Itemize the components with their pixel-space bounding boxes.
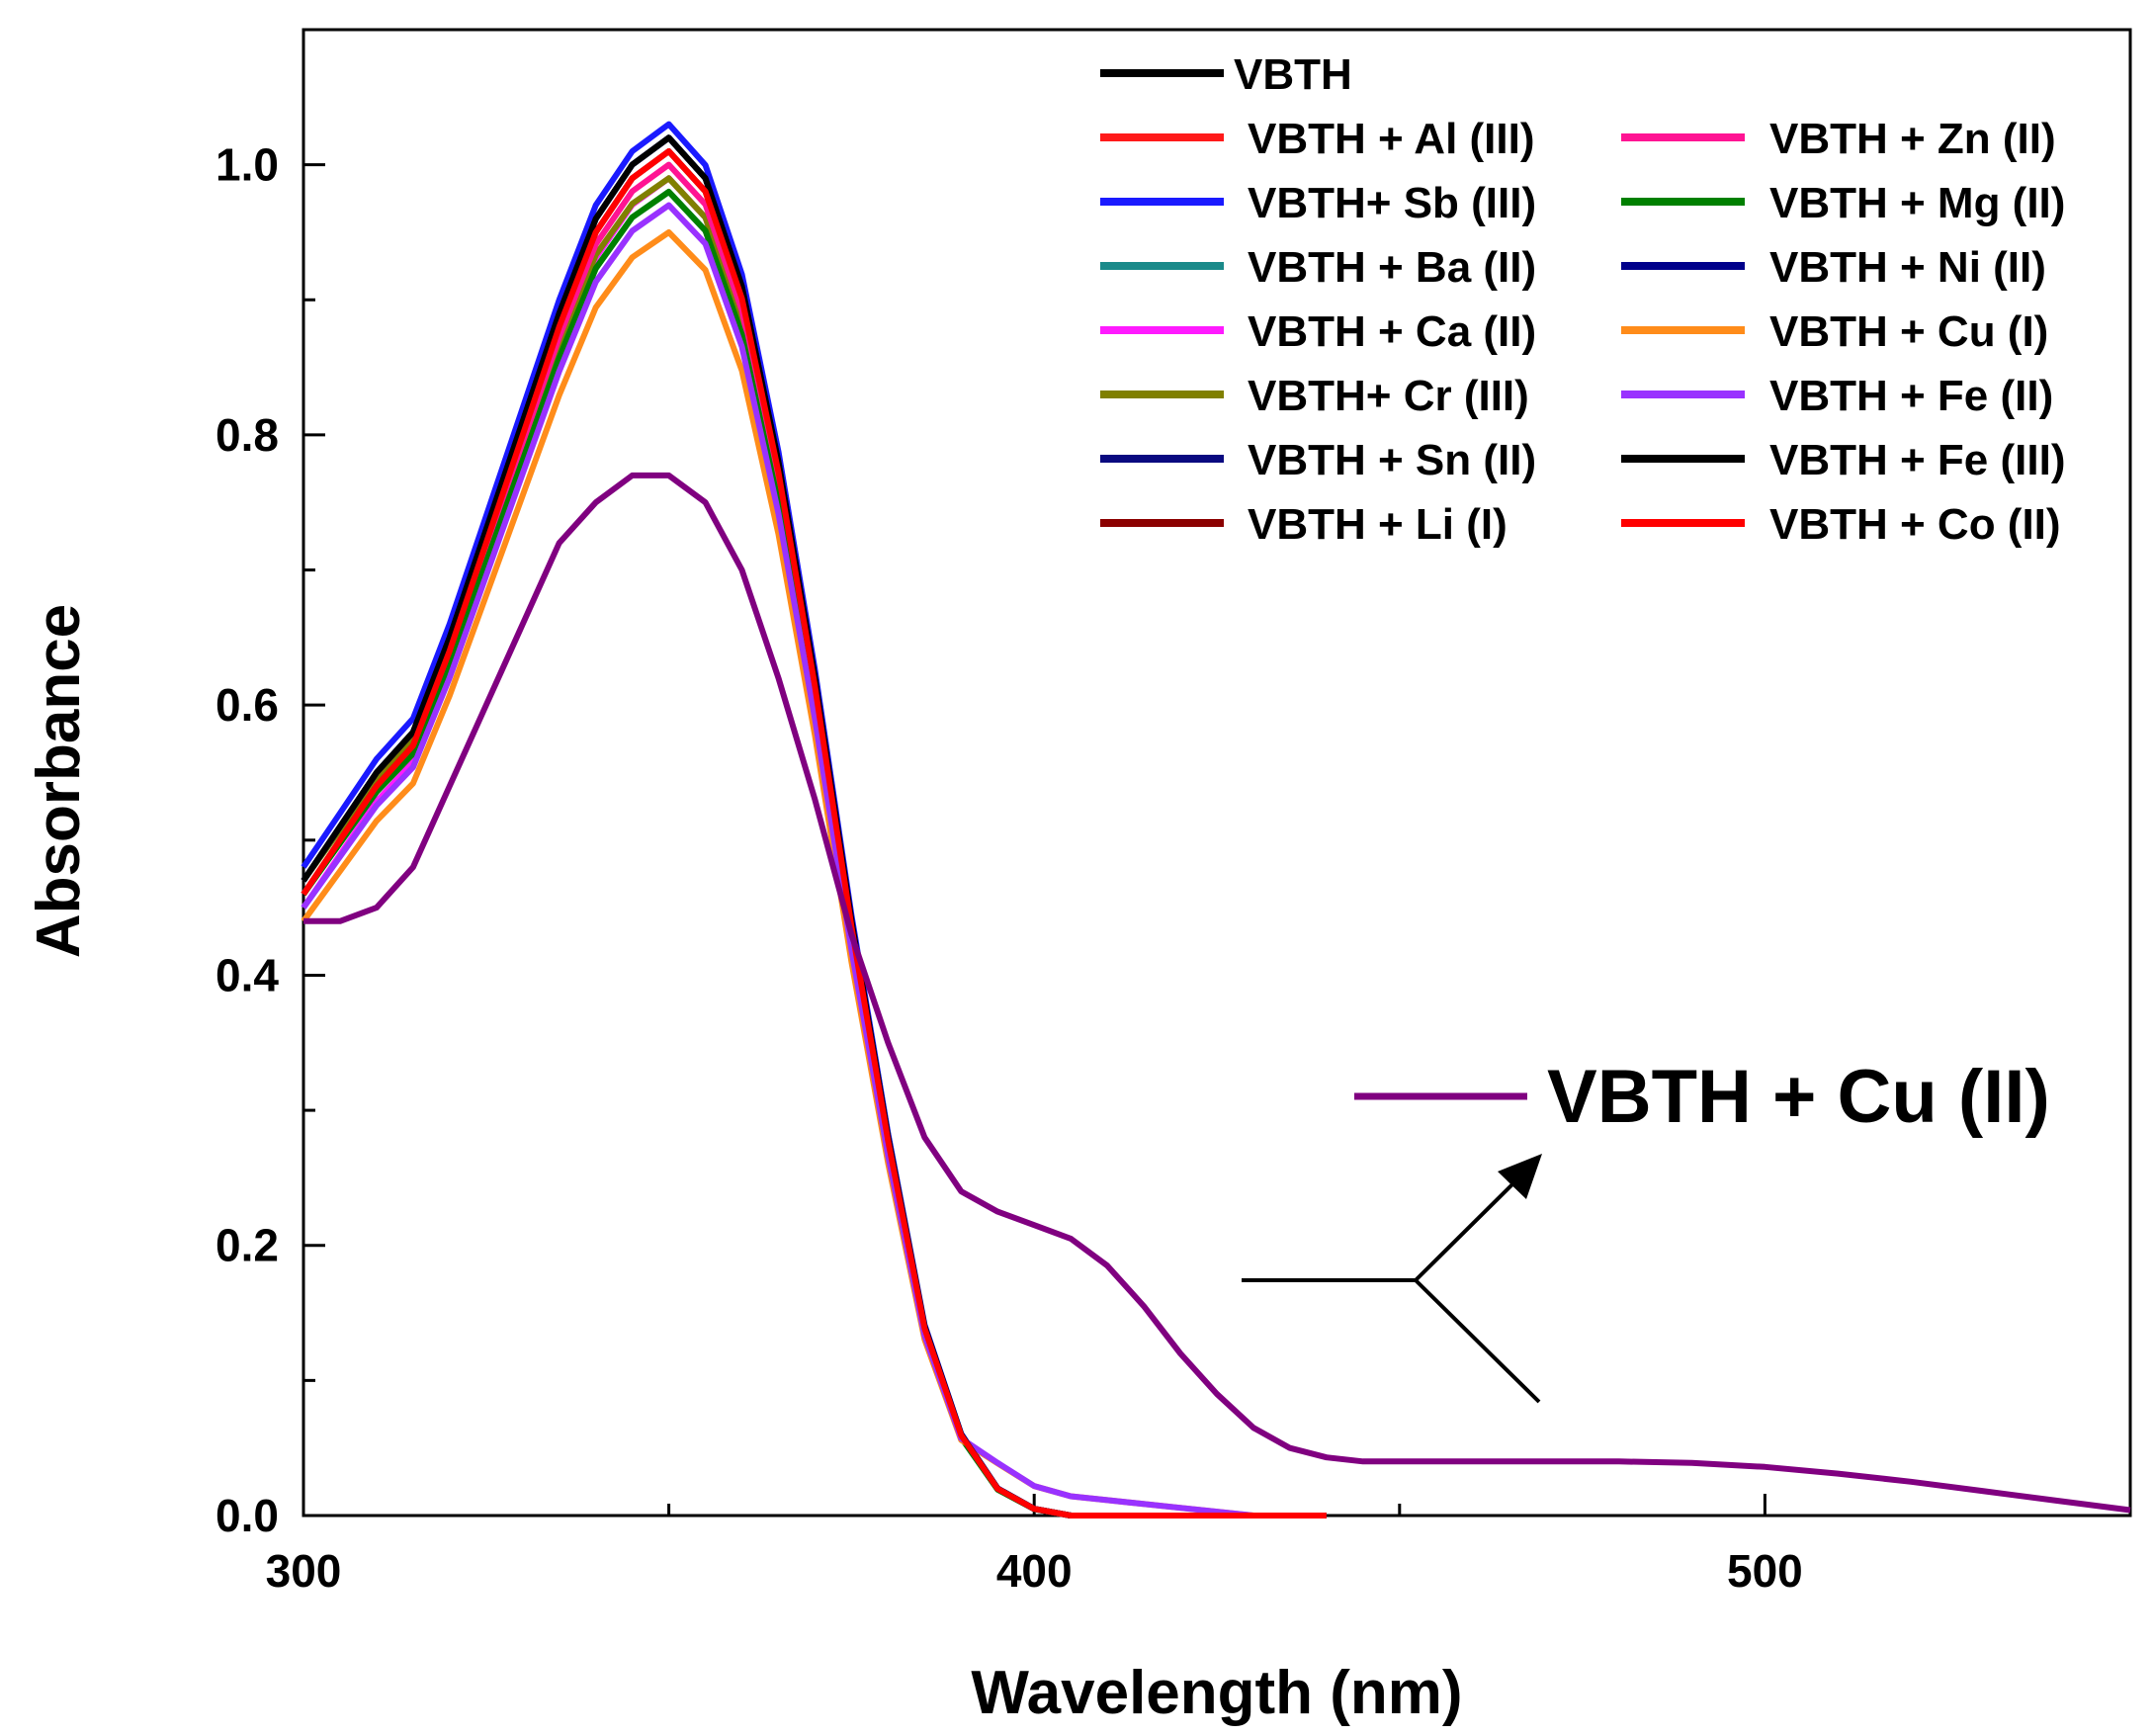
series-line-14: [301, 148, 1327, 1519]
axis-tick-labels: 300 400 500 0.0 0.2 0.4 0.6 0.8 1.0: [215, 139, 1803, 1597]
y-tick-label: 0.6: [215, 679, 279, 731]
legend-entry: VBTH + Li (I): [1248, 500, 1508, 549]
series-line-11: [301, 229, 1327, 1519]
y-axis-title: Absorbance: [25, 604, 93, 958]
y-tick-label: 0.0: [215, 1490, 279, 1541]
callout-branch-down: [1414, 1278, 1541, 1404]
callout-arrow-head: [1498, 1154, 1542, 1199]
legend-entry: VBTH + Cu (I): [1769, 307, 2048, 356]
callout-arrow-shaft: [1414, 1176, 1520, 1282]
legend-entry: VBTH + Ni (II): [1769, 243, 2046, 292]
series-line-7: [301, 148, 1327, 1519]
series-line-4: [301, 175, 1327, 1519]
legend-entry: VBTH + Ba (II): [1248, 243, 1536, 292]
legend-entry: VBTH + Zn (II): [1769, 115, 2056, 163]
x-axis-title: Wavelength (nm): [971, 1659, 1462, 1727]
y-tick-label: 1.0: [215, 139, 279, 191]
legend-entry: VBTH + Fe (III): [1769, 436, 2065, 484]
annotation-callout: VBTH + Cu (II): [1242, 1055, 2050, 1404]
series-line-10: [301, 134, 1327, 1519]
axis-ticks: [302, 28, 1766, 1518]
legend-entry: VBTH+ Cr (III): [1248, 372, 1529, 420]
x-tick-label: 400: [996, 1545, 1073, 1597]
callout-label: VBTH + Cu (II): [1547, 1055, 2050, 1139]
x-tick-label: 500: [1727, 1545, 1803, 1597]
y-tick-label: 0.2: [215, 1220, 279, 1271]
legend-entry: VBTH + Ca (II): [1248, 307, 1536, 356]
series-line-6: [301, 134, 1327, 1519]
series-lines: [301, 121, 2131, 1519]
legend-entry: VBTH + Fe (II): [1769, 372, 2053, 420]
series-line-cu-ii: [303, 472, 2131, 1514]
legend-entry: VBTH: [1234, 50, 1352, 99]
legend-entry: VBTH + Sn (II): [1248, 436, 1536, 484]
legend-entry: VBTH+ Sb (III): [1248, 179, 1536, 227]
series-line-5: [301, 175, 1327, 1519]
series-line-9: [301, 189, 1327, 1519]
series-line-3: [301, 189, 1327, 1519]
y-tick-label: 0.4: [215, 949, 279, 1000]
series-line-8: [301, 161, 1327, 1519]
y-tick-label: 0.8: [215, 409, 279, 461]
series-line-13: [301, 134, 1327, 1519]
series-line-12: [301, 202, 1327, 1519]
legend-entry: VBTH + Mg (II): [1769, 179, 2065, 227]
series-line-0: [301, 134, 1327, 1519]
legend-entry: VBTH + Al (III): [1248, 115, 1535, 163]
legend-entry: VBTH + Co (II): [1769, 500, 2061, 549]
legend: VBTH VBTH + Al (III) VBTH+ Sb (III) VBTH + …: [1100, 50, 2065, 549]
x-tick-label: 300: [266, 1545, 342, 1597]
series-line-1: [301, 148, 1327, 1519]
